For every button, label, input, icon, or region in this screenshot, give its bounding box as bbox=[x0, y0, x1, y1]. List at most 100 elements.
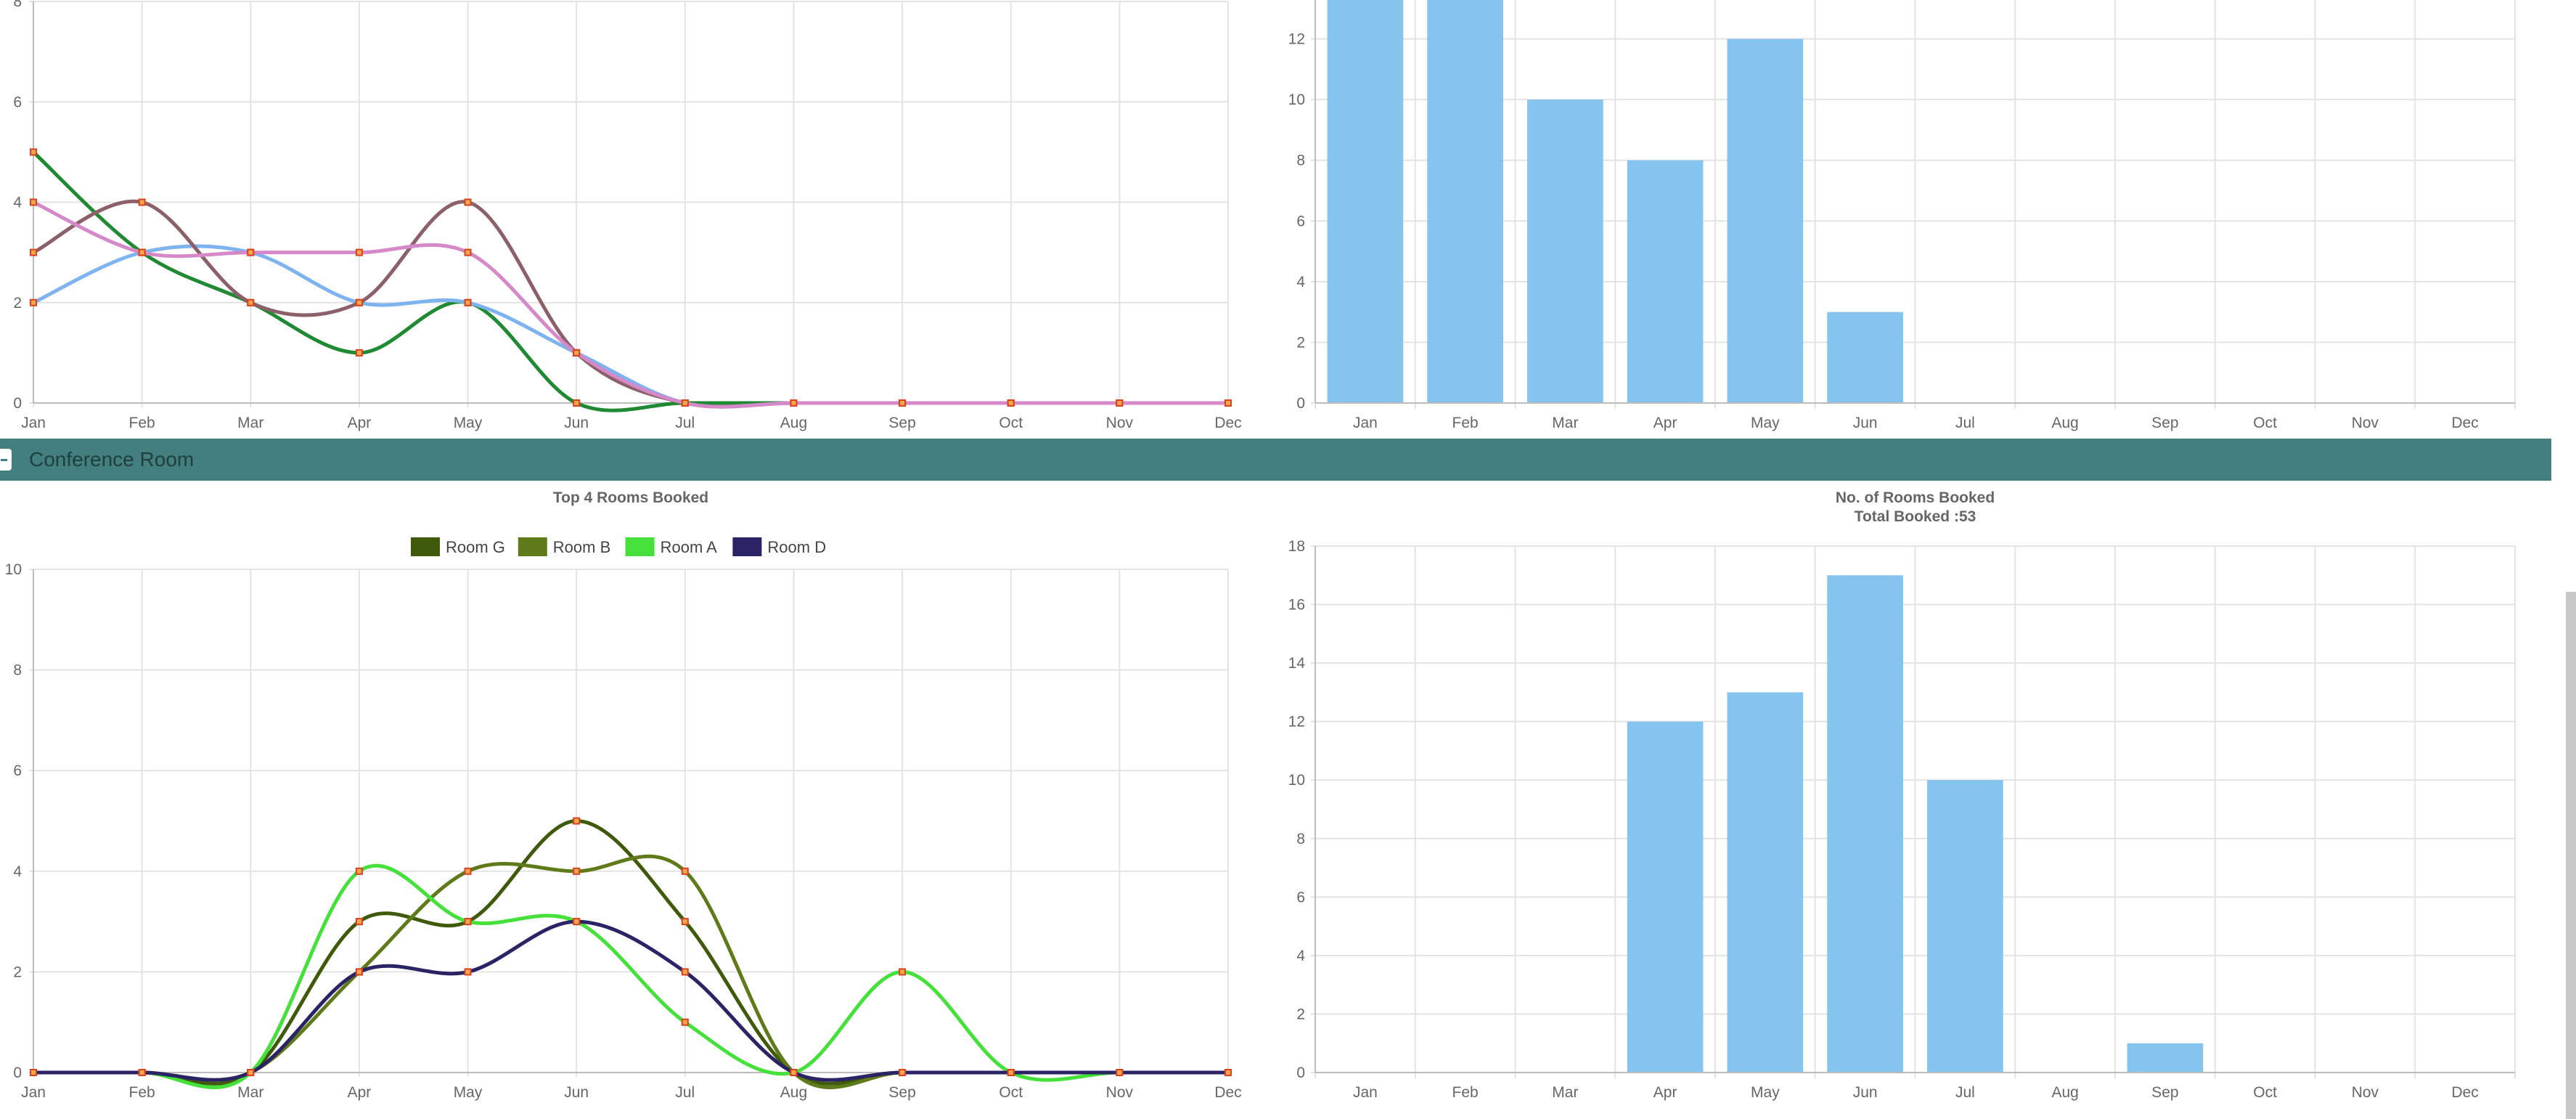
series-line bbox=[32, 199, 1228, 409]
bar bbox=[1627, 160, 1704, 403]
y-tick-label: 8 bbox=[13, 662, 22, 679]
x-tick-label: Feb bbox=[129, 1084, 155, 1101]
data-point bbox=[899, 399, 907, 407]
series-line bbox=[33, 863, 1228, 1089]
y-tick-label: 4 bbox=[1296, 274, 1305, 290]
x-tick-label: Aug bbox=[2051, 1084, 2078, 1101]
y-tick-label: 0 bbox=[13, 1065, 22, 1081]
x-tick-label: Jul bbox=[1955, 415, 1975, 431]
x-tick-label: Sep bbox=[888, 415, 915, 431]
x-tick-label: Jan bbox=[21, 415, 46, 431]
data-point bbox=[681, 968, 689, 976]
y-tick-label: 2 bbox=[1296, 334, 1305, 351]
bar bbox=[1427, 0, 1503, 403]
section-title: Conference Room bbox=[29, 448, 195, 471]
x-tick-label: Oct bbox=[999, 1084, 1023, 1101]
x-tick-label: Nov bbox=[1106, 1084, 1134, 1101]
x-tick-label: Apr bbox=[348, 1084, 372, 1101]
data-point bbox=[355, 298, 363, 306]
data-point bbox=[899, 1069, 907, 1076]
data-point bbox=[247, 1069, 255, 1076]
data-point bbox=[138, 198, 146, 206]
legend-swatch bbox=[518, 537, 547, 556]
x-tick-label: Jul bbox=[675, 415, 695, 431]
data-point bbox=[790, 399, 798, 407]
data-point bbox=[790, 1069, 798, 1076]
data-point bbox=[355, 349, 363, 357]
bar bbox=[1627, 721, 1704, 1073]
legend-label: Room D bbox=[767, 538, 826, 556]
data-point bbox=[1007, 399, 1015, 407]
y-tick-label: 10 bbox=[1288, 91, 1305, 108]
x-tick-label: Mar bbox=[237, 1084, 263, 1101]
collapse-icon[interactable] bbox=[0, 449, 12, 471]
data-point bbox=[899, 968, 907, 976]
x-tick-label: Dec bbox=[1214, 1084, 1241, 1101]
x-tick-label: Feb bbox=[1452, 1084, 1479, 1101]
y-tick-label: 0 bbox=[13, 395, 22, 412]
data-point bbox=[573, 867, 581, 875]
data-point bbox=[464, 248, 472, 256]
legend-label: Room G bbox=[446, 538, 505, 556]
data-point bbox=[464, 968, 472, 976]
x-tick-label: Jun bbox=[1853, 415, 1878, 431]
data-point bbox=[573, 918, 581, 926]
y-tick-label: 18 bbox=[1288, 538, 1305, 555]
x-tick-label: Mar bbox=[1552, 415, 1578, 431]
x-tick-label: Nov bbox=[2352, 415, 2379, 431]
x-tick-label: Jun bbox=[1853, 1084, 1878, 1101]
data-point bbox=[464, 867, 472, 875]
y-tick-label: 16 bbox=[1288, 597, 1305, 614]
x-tick-label: May bbox=[1751, 1084, 1780, 1101]
data-point bbox=[464, 298, 472, 306]
rooms-booked-bar-chart: No. of Rooms Booked Total Booked :53 0 2 4 6 8… bbox=[1288, 489, 2516, 1101]
y-tick-label: 6 bbox=[13, 762, 22, 779]
x-tick-label: Aug bbox=[780, 415, 807, 431]
x-tick-label: Feb bbox=[129, 415, 155, 431]
data-point bbox=[1007, 1069, 1015, 1076]
y-tick-label: 14 bbox=[1288, 655, 1306, 672]
bar bbox=[2127, 1043, 2204, 1073]
y-tick-label: 2 bbox=[13, 295, 22, 312]
data-point bbox=[30, 298, 37, 306]
bar bbox=[1327, 0, 1404, 403]
data-point bbox=[355, 248, 363, 256]
data-point bbox=[30, 198, 37, 206]
legend-swatch bbox=[411, 537, 440, 556]
x-tick-label: Jun bbox=[564, 1084, 589, 1101]
bar bbox=[1927, 780, 2003, 1073]
bar bbox=[1827, 312, 1903, 403]
x-tick-label: Apr bbox=[1653, 415, 1677, 431]
x-tick-label: Apr bbox=[1653, 1084, 1677, 1101]
data-point bbox=[464, 198, 472, 206]
data-point bbox=[1116, 399, 1124, 407]
data-point bbox=[1224, 399, 1232, 407]
page-scrollbar[interactable] bbox=[2566, 592, 2576, 1119]
y-tick-label: 0 bbox=[1296, 395, 1305, 412]
x-tick-label: Mar bbox=[237, 415, 263, 431]
data-point bbox=[573, 399, 581, 407]
data-point bbox=[138, 248, 146, 256]
x-tick-label: Jan bbox=[21, 1084, 46, 1101]
x-tick-label: Mar bbox=[1552, 1084, 1578, 1101]
y-tick-label: 2 bbox=[1296, 1006, 1305, 1022]
x-tick-label: Jan bbox=[1353, 1084, 1378, 1101]
x-tick-label: Aug bbox=[780, 1084, 807, 1101]
legend-label: Room B bbox=[553, 538, 610, 556]
x-tick-label: Feb bbox=[1452, 415, 1479, 431]
x-tick-label: Apr bbox=[348, 415, 372, 431]
y-tick-label: 2 bbox=[13, 964, 22, 980]
x-tick-label: Sep bbox=[2151, 415, 2178, 431]
x-tick-label: Nov bbox=[1106, 415, 1134, 431]
series-line bbox=[32, 200, 1228, 409]
chart-title: Total Booked :53 bbox=[1855, 508, 1976, 525]
conference-room-section-header[interactable]: Conference Room bbox=[0, 439, 2551, 481]
x-tick-label: May bbox=[454, 415, 483, 431]
data-point bbox=[355, 867, 363, 875]
x-tick-label: Oct bbox=[2253, 415, 2277, 431]
data-point bbox=[573, 817, 581, 825]
x-tick-label: Jan bbox=[1353, 415, 1378, 431]
x-tick-label: Oct bbox=[2253, 1084, 2277, 1101]
data-point bbox=[138, 1069, 146, 1076]
data-point bbox=[247, 298, 255, 306]
